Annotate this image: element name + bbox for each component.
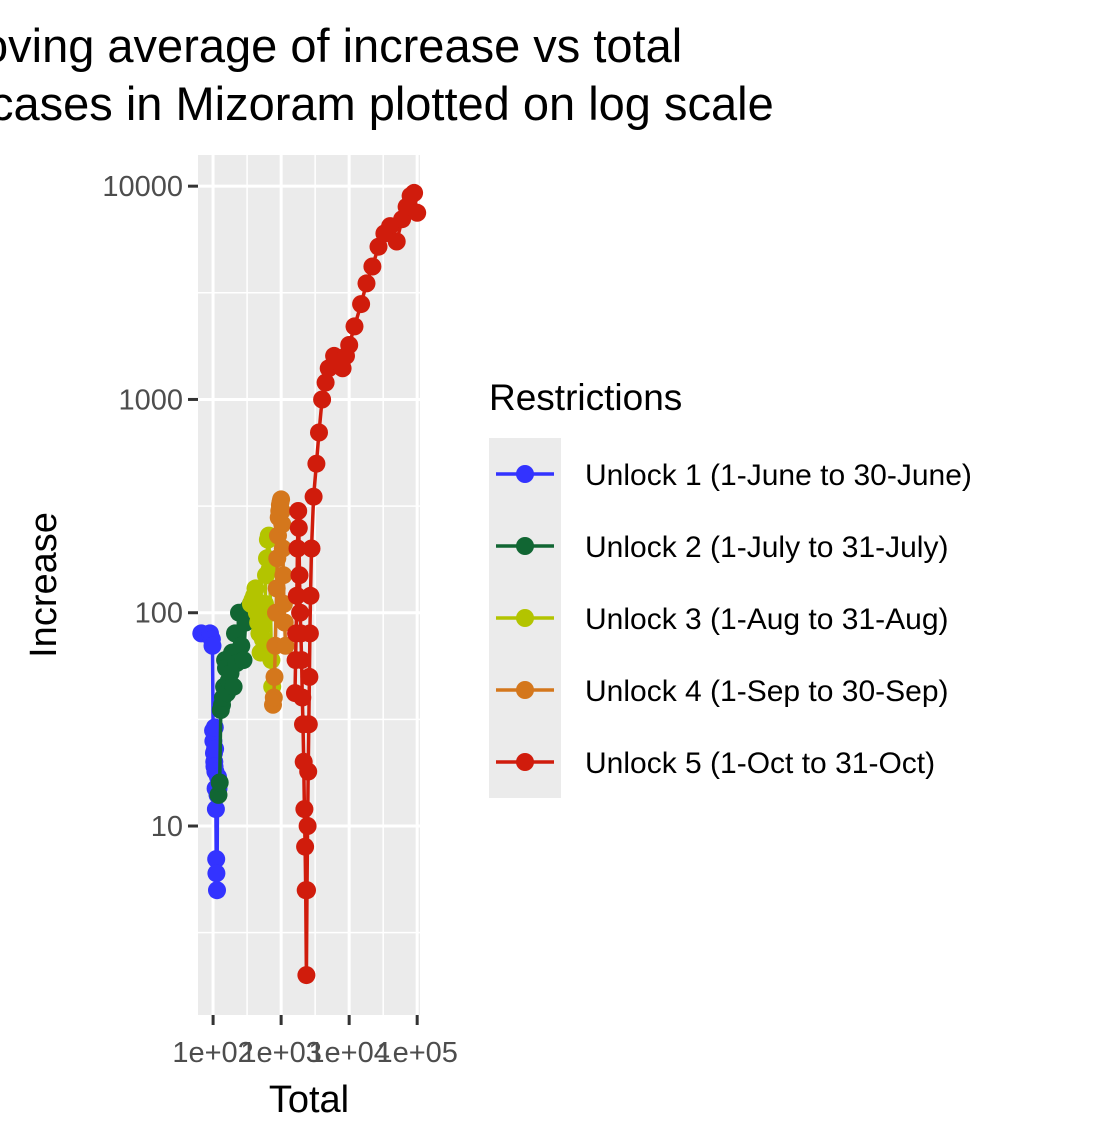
data-point (290, 566, 309, 585)
data-point (298, 817, 317, 835)
data-point (301, 586, 320, 605)
data-point (208, 881, 226, 900)
data-point (207, 864, 226, 883)
data-point (289, 502, 308, 520)
data-point (299, 762, 318, 781)
data-point (302, 539, 321, 558)
x-tick-label: 1e+05 (376, 1037, 457, 1069)
grid-minor (198, 155, 420, 1015)
x-tick-label: 1e+02 (172, 1037, 253, 1069)
y-axis-title: Increase (23, 512, 65, 658)
data-point (287, 586, 306, 605)
y-tick-label: 100 (135, 598, 183, 630)
data-point (265, 667, 284, 686)
legend-label: Unlock 5 (1-Oct to 31-Oct) (585, 747, 935, 780)
data-point (299, 715, 318, 734)
data-point (387, 232, 406, 251)
legend-key-point (516, 753, 534, 771)
data-point (273, 515, 292, 534)
data-point (300, 624, 319, 643)
data-point (292, 651, 311, 670)
data-point (296, 837, 315, 856)
y-tick-label: 1000 (118, 384, 183, 416)
chart-title-line-1: oving average of increase vs total (0, 19, 682, 72)
data-point (295, 800, 314, 819)
data-point (357, 274, 376, 293)
data-point (291, 603, 310, 622)
data-point (207, 850, 226, 869)
legend-key-point (516, 537, 534, 555)
data-point (224, 677, 243, 696)
series-layer (192, 183, 427, 985)
y-tick-label: 10 (151, 811, 183, 843)
data-point (297, 966, 316, 985)
series-5 (286, 183, 427, 985)
data-point (340, 336, 359, 354)
legend: Unlock 1 (1-June to 30-June) Unlock 2 (1-… (496, 459, 972, 780)
data-point (273, 539, 292, 558)
x-tick-label: 1e+03 (240, 1037, 321, 1069)
data-point (300, 667, 319, 686)
legend-label: Unlock 3 (1-Aug to 31-Aug) (585, 603, 949, 636)
legend-item-5: Unlock 5 (1-Oct to 31-Oct) (496, 747, 935, 780)
data-point (276, 636, 295, 655)
data-point (345, 317, 364, 336)
grid-major (198, 155, 420, 1015)
series-4 (264, 490, 295, 714)
data-point (408, 203, 427, 222)
data-point (298, 881, 316, 900)
x-tick-label: 1e+04 (308, 1037, 389, 1069)
data-point (293, 688, 312, 707)
data-point (203, 636, 222, 655)
y-tick-label: 10000 (102, 171, 183, 203)
data-point (246, 579, 265, 598)
data-point (316, 373, 335, 392)
data-point (313, 390, 332, 409)
data-point (232, 636, 251, 655)
data-point (234, 651, 253, 670)
legend-label: Unlock 4 (1-Sep to 30-Sep) (585, 675, 949, 708)
data-point (352, 295, 371, 314)
legend-item-1: Unlock 1 (1-June to 30-June) (496, 459, 972, 492)
data-point (310, 423, 328, 442)
legend-key-point (516, 465, 534, 483)
x-axis-title: Total (269, 1079, 349, 1121)
legend-key-point (516, 681, 534, 699)
legend-item-4: Unlock 4 (1-Sep to 30-Sep) (496, 675, 949, 708)
data-point (275, 613, 294, 632)
legend-label: Unlock 1 (1-June to 30-June) (585, 459, 972, 492)
data-point (210, 773, 229, 792)
legend-label: Unlock 2 (1-July to 31-July) (585, 531, 948, 564)
data-point (363, 257, 382, 276)
legend-title: Restrictions (489, 377, 682, 418)
data-point (274, 594, 293, 613)
data-point (272, 502, 291, 520)
data-point (304, 487, 323, 506)
data-point (206, 800, 225, 819)
data-point (405, 183, 424, 202)
legend-item-3: Unlock 3 (1-Aug to 31-Aug) (496, 603, 949, 636)
legend-item-2: Unlock 2 (1-July to 31-July) (496, 531, 948, 564)
data-point (289, 518, 308, 537)
data-point (288, 539, 307, 558)
data-point (264, 688, 283, 707)
legend-key-point (516, 609, 534, 627)
data-point (307, 454, 326, 473)
chart-title-line-2: cases in Mizoram plotted on log scale (0, 77, 774, 130)
data-point (274, 566, 293, 585)
